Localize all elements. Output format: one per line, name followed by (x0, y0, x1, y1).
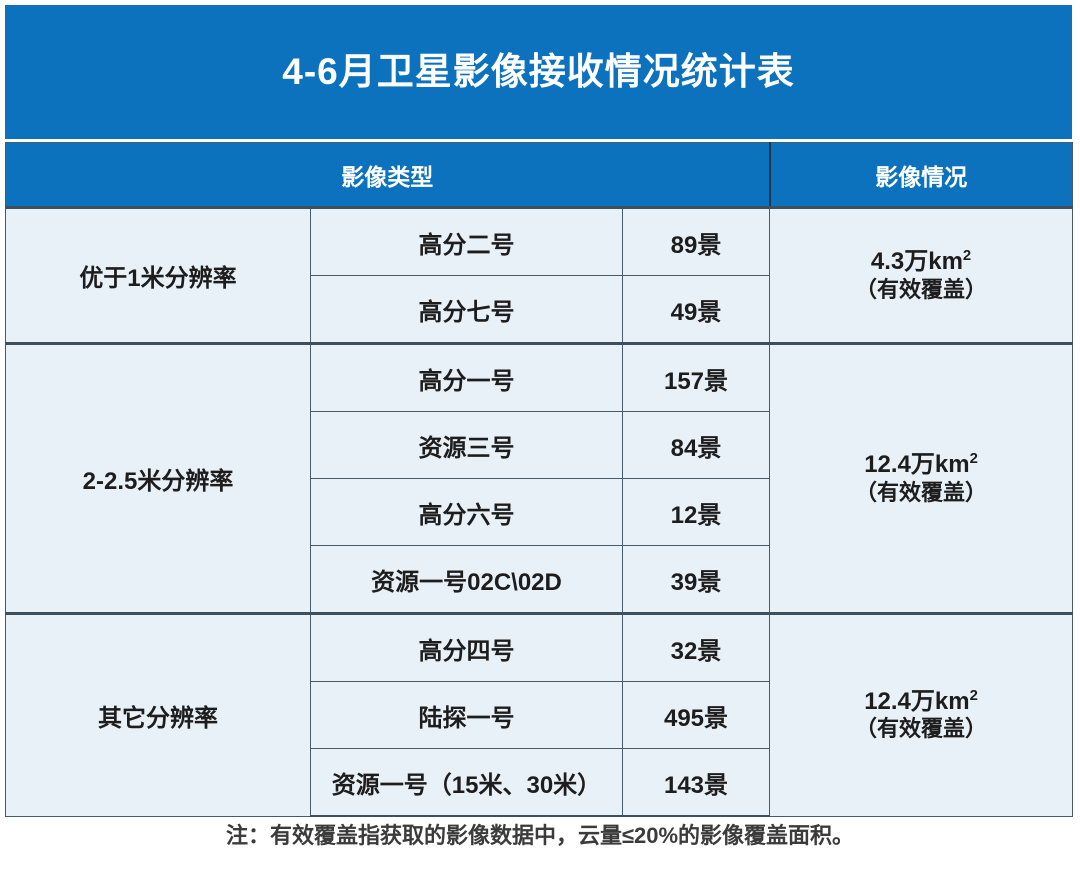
scene-count-cell: 143景 (621, 748, 771, 817)
table-row: 高分七号 49景 (6, 275, 1073, 344)
column-header-image-type: 影像类型 (4, 142, 771, 208)
coverage-area-value: 4.3万km (870, 248, 963, 276)
satellite-name-cell: 高分一号 (310, 342, 623, 412)
coverage-area-value: 12.4万km (864, 688, 970, 716)
scene-count-cell: 157景 (621, 342, 771, 412)
page-title: 4-6月卫星影像接收情况统计表 (282, 50, 795, 92)
title-banner: 4-6月卫星影像接收情况统计表 (5, 5, 1072, 139)
area-unit-superscript: 2 (962, 248, 972, 265)
resolution-group-label: 2-2.5米分辨率 (5, 342, 311, 614)
table-row: 陆探一号 495景 (6, 681, 1073, 749)
coverage-area-value: 12.4万km (864, 451, 970, 479)
scene-count-cell: 39景 (621, 545, 771, 614)
area-unit-superscript: 2 (969, 688, 978, 705)
table-row: 资源一号（15米、30米） 143景 (6, 748, 1073, 817)
table-row: 其它分辨率 高分四号 32景 12.4万km2 （有效覆盖） (5, 612, 1074, 817)
table-footnote: 注：有效覆盖指获取的影像数据中，云量≤20%的影像覆盖面积。 (225, 823, 855, 848)
coverage-area-note: （有效覆盖） (855, 716, 988, 742)
scene-count-cell: 12景 (621, 478, 771, 546)
table-body: 优于1米分辨率 高分二号 89景 4.3万km2 （有效覆盖） 高分七号 49景 2-2.5米… (5, 206, 1074, 817)
coverage-area-cell: 4.3万km2 （有效覆盖） (769, 206, 1074, 344)
satellite-name-cell: 高分二号 (310, 206, 623, 276)
resolution-group-label: 优于1米分辨率 (5, 206, 311, 344)
table-row: 高分六号 12景 (6, 478, 1073, 546)
satellite-name-cell: 资源一号（15米、30米） (310, 748, 623, 817)
coverage-area-cell: 12.4万km2 （有效覆盖） (769, 612, 1074, 817)
coverage-area-note: （有效覆盖） (855, 479, 988, 505)
scene-count-cell: 84景 (621, 411, 771, 479)
resolution-group-label: 其它分辨率 (5, 612, 311, 817)
scene-count-cell: 49景 (621, 275, 771, 344)
table-row: 2-2.5米分辨率 高分一号 157景 12.4万km2 （有效覆盖） (5, 342, 1074, 614)
statistics-table: 影像类型 影像情况 优于1米分辨率 高分二号 89景 4.3万km2 （有效覆盖） 高分七… (4, 142, 1074, 817)
satellite-name-cell: 资源一号02C\02D (310, 545, 623, 614)
scene-count-cell: 495景 (621, 681, 771, 749)
scene-count-cell: 89景 (621, 206, 771, 276)
scene-count-cell: 32景 (621, 612, 771, 682)
satellite-name-cell: 高分七号 (310, 275, 623, 344)
satellite-name-cell: 高分六号 (310, 478, 623, 546)
table-header-row: 影像类型 影像情况 (4, 142, 1074, 208)
satellite-name-cell: 高分四号 (310, 612, 623, 682)
column-header-image-situation: 影像情况 (769, 142, 1074, 208)
table-row: 优于1米分辨率 高分二号 89景 4.3万km2 （有效覆盖） (5, 206, 1074, 344)
table-container: 影像类型 影像情况 优于1米分辨率 高分二号 89景 4.3万km2 （有效覆盖） 高分七… (4, 142, 1074, 817)
table-head: 影像类型 影像情况 (4, 142, 1074, 208)
coverage-area-cell: 12.4万km2 （有效覆盖） (769, 342, 1074, 614)
satellite-name-cell: 资源三号 (310, 411, 623, 479)
coverage-area-note: （有效覆盖） (855, 276, 988, 302)
satellite-name-cell: 陆探一号 (310, 681, 623, 749)
area-unit-superscript: 2 (969, 451, 978, 468)
table-row: 资源一号02C\02D 39景 (6, 545, 1073, 614)
